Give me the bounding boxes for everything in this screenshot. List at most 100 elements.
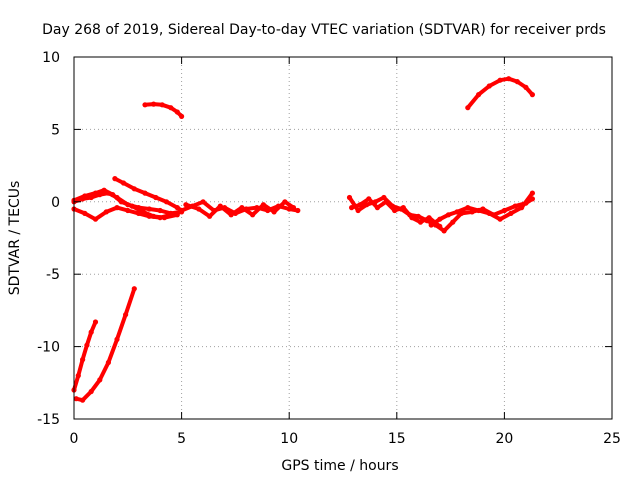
data-point [228,212,234,218]
series-arc-rise-high [73,286,137,403]
data-point [92,319,99,325]
data-point [159,102,165,108]
data-point [174,212,180,218]
data-point [207,213,213,219]
data-point [441,228,447,234]
data-point [239,205,245,211]
data-point [497,216,503,222]
data-point [196,206,202,212]
chart-title: Day 268 of 2019, Sidereal Day-to-day VTE… [42,22,606,38]
data-point [415,213,421,219]
x-tick-label: 5 [177,431,186,447]
data-point [271,209,277,215]
data-point [282,199,288,205]
data-point [465,105,471,111]
series-arc-evening-b [428,190,536,228]
y-axis-label: SDTVAR / TECUs [7,181,23,296]
data-point [290,205,297,211]
y-tick-label: 0 [51,195,60,211]
x-tick-label: 20 [495,431,513,447]
data-point [142,190,148,196]
y-tick-label: -10 [37,340,60,356]
data-point [374,205,380,211]
data-point [174,109,180,115]
plot-frame [73,56,613,420]
series-arc-top-left [142,101,185,119]
data-point [174,205,180,211]
grid-layer [74,57,612,419]
data-point [153,194,159,201]
series-arc-midday-b [183,199,297,219]
data-point [179,113,185,119]
data-point [110,192,116,198]
data-point [437,223,443,229]
data-point [118,199,124,205]
data-point [80,357,86,363]
data-point [383,199,389,205]
data-point [142,102,148,108]
data-point [357,202,363,208]
data-point [88,329,94,335]
data-point [157,207,163,214]
data-point [417,219,424,225]
data-point [120,180,127,186]
series-layer [71,76,536,403]
data-point [112,176,118,182]
data-point [80,397,86,403]
data-point [523,84,529,90]
data-point [381,194,387,201]
data-point [497,77,503,83]
data-point [183,202,189,208]
data-point [105,359,111,366]
x-tick-label: 25 [603,431,621,447]
data-point [114,205,120,211]
data-point [529,190,536,196]
series-arc-early-b [71,205,174,222]
y-tick-label: -5 [46,267,60,283]
data-point [454,209,460,215]
data-point [450,219,456,225]
data-point [88,388,94,395]
data-point [400,205,406,211]
data-point [409,215,415,221]
data-point [519,205,525,211]
data-point [168,105,174,111]
data-point [129,203,135,209]
data-point [512,203,518,209]
data-point [97,377,103,383]
data-point [163,199,170,205]
data-point [428,222,434,228]
data-point [131,186,137,192]
data-point [486,210,492,216]
data-point [92,216,99,222]
data-point [92,190,99,196]
y-tick-label: -15 [37,412,60,428]
data-point [125,207,131,214]
data-point [103,209,109,215]
data-point [140,209,146,215]
data-point [366,196,372,202]
data-point [84,342,90,348]
data-point [392,207,398,214]
tick-layer: 0 5 10 15 20 25 -15 -10 -5 0 5 10 [37,50,621,447]
data-point [114,336,120,342]
data-point [82,193,88,199]
data-point [514,79,520,85]
data-point [445,212,451,218]
data-point [529,92,536,98]
data-point [179,207,185,214]
data-point [217,203,223,209]
data-point [426,215,432,221]
data-point [476,207,482,214]
data-point [131,286,137,292]
series-arc-afternoon [346,194,447,234]
series-arc-early-d [71,187,180,221]
data-point [200,199,206,205]
data-point [506,76,512,82]
data-point [295,207,301,214]
data-point [260,202,266,208]
data-point [151,101,157,107]
data-point [101,187,107,193]
